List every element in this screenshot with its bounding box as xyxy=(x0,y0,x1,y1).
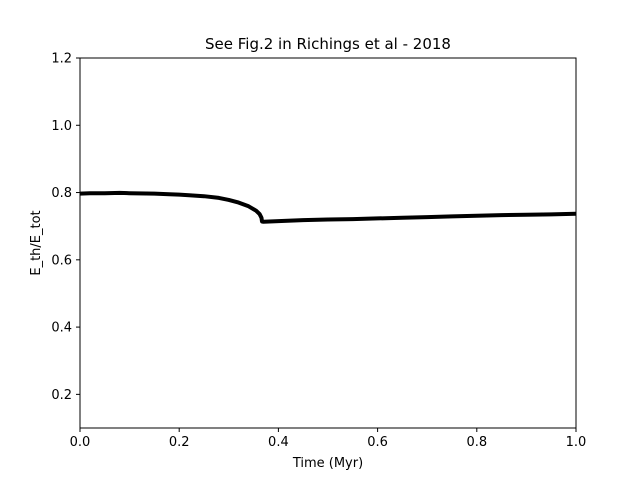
chart-title: See Fig.2 in Richings et al - 2018 xyxy=(205,35,451,53)
x-tick-label: 0.8 xyxy=(466,435,487,450)
y-tick-label: 0.6 xyxy=(51,253,72,268)
series-line xyxy=(79,190,577,224)
x-tick-label: 0.6 xyxy=(367,435,388,450)
x-tick-label: 1.0 xyxy=(566,435,587,450)
x-tick-label: 0.4 xyxy=(268,435,289,450)
y-tick-label: 0.2 xyxy=(51,388,72,403)
x-axis-label: Time (Myr) xyxy=(292,456,363,471)
y-tick-label: 0.8 xyxy=(51,186,72,201)
axes-frame xyxy=(79,57,577,429)
x-tick-label: 0.0 xyxy=(70,435,91,450)
y-tick-label: 1.2 xyxy=(51,52,72,67)
y-axis: 0.2 0.4 0.6 0.8 1.0 1.2 xyxy=(51,52,80,403)
y-tick-label: 1.0 xyxy=(51,119,72,134)
plot-area xyxy=(79,190,577,224)
x-axis: 0.0 0.2 0.4 0.6 0.8 1.0 xyxy=(70,428,587,450)
y-axis-label: E_th/E_tot xyxy=(29,210,44,275)
x-tick-label: 0.2 xyxy=(169,435,190,450)
y-tick-label: 0.4 xyxy=(51,321,72,336)
